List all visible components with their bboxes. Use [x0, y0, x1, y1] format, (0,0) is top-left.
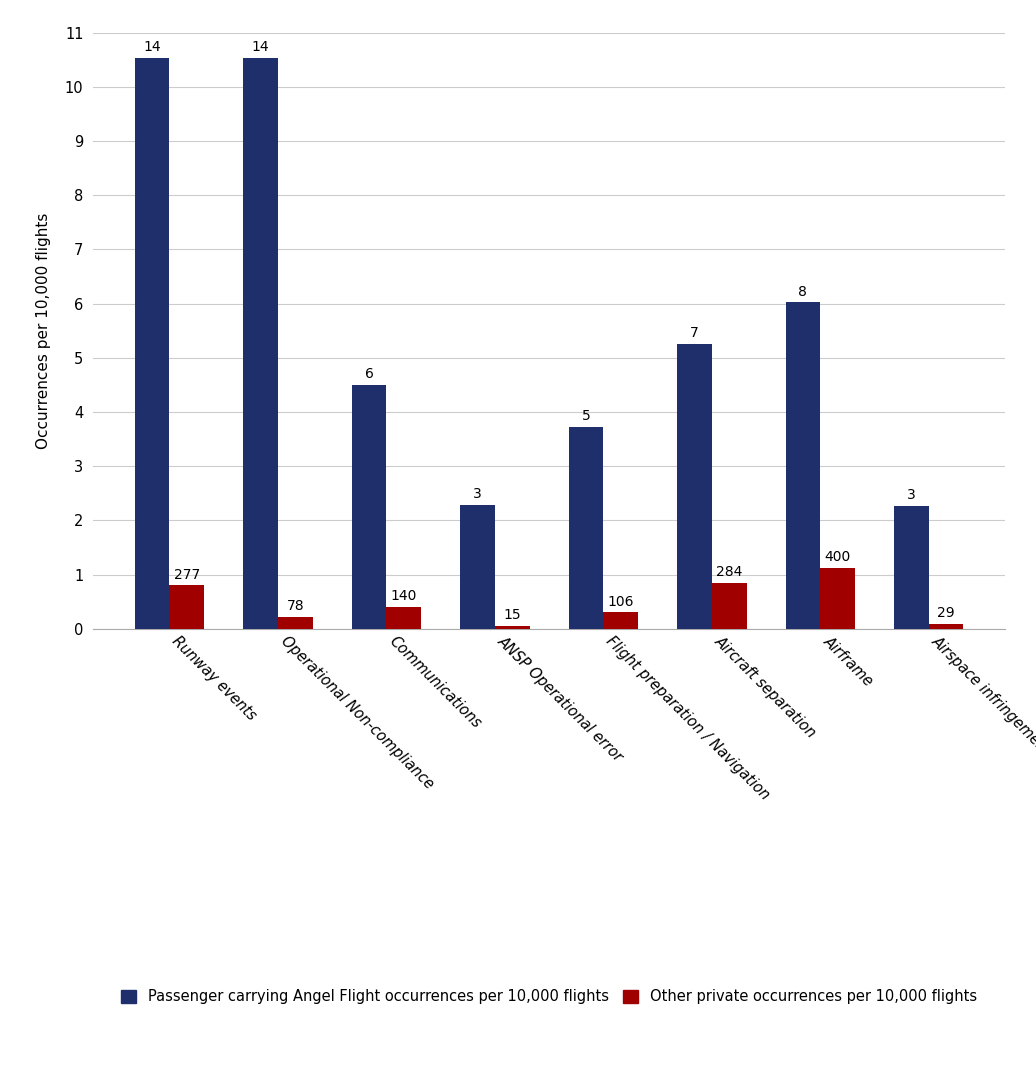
Bar: [603, 612, 638, 629]
Bar: [278, 617, 313, 629]
Text: 277: 277: [174, 568, 200, 582]
Bar: [386, 607, 421, 629]
Bar: [495, 627, 529, 629]
Bar: [170, 585, 204, 629]
Text: 6: 6: [365, 367, 373, 382]
Legend: Passenger carrying Angel Flight occurrences per 10,000 flights, Other private oc: Passenger carrying Angel Flight occurren…: [114, 982, 984, 1011]
Bar: [894, 506, 928, 629]
Text: 7: 7: [690, 326, 699, 340]
Text: 140: 140: [391, 590, 416, 604]
Text: 29: 29: [938, 606, 955, 620]
Bar: [135, 59, 170, 629]
Text: 5: 5: [581, 410, 591, 424]
Y-axis label: Occurrences per 10,000 flights: Occurrences per 10,000 flights: [36, 212, 51, 449]
Bar: [243, 59, 278, 629]
Text: 3: 3: [908, 489, 916, 503]
Bar: [785, 302, 821, 629]
Text: 14: 14: [143, 40, 161, 54]
Text: 8: 8: [799, 285, 807, 299]
Bar: [351, 385, 386, 629]
Bar: [678, 344, 712, 629]
Text: 284: 284: [716, 565, 743, 579]
Bar: [928, 624, 963, 629]
Text: 15: 15: [503, 608, 521, 622]
Bar: [460, 505, 495, 629]
Bar: [712, 583, 747, 629]
Text: 400: 400: [825, 551, 851, 565]
Text: 14: 14: [252, 40, 269, 54]
Bar: [569, 427, 603, 629]
Text: 3: 3: [473, 488, 482, 502]
Text: 78: 78: [286, 599, 304, 614]
Text: 106: 106: [607, 595, 634, 609]
Bar: [821, 568, 855, 629]
